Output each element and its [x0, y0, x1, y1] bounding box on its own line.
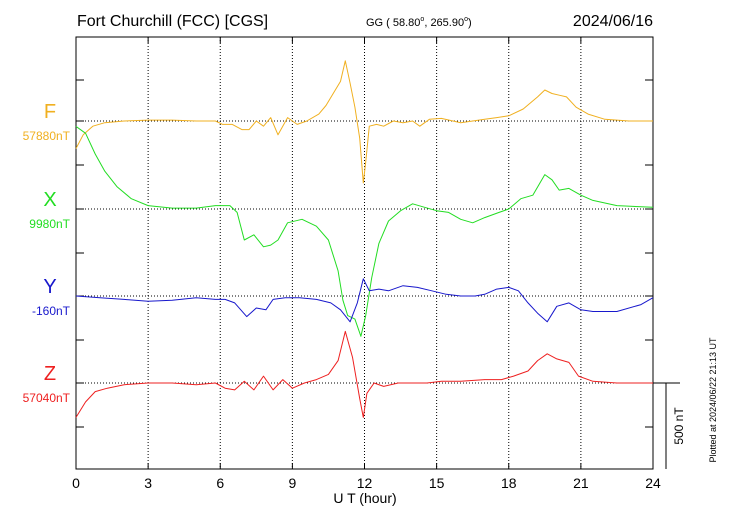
series-name-x: X: [43, 189, 56, 211]
station-title: Fort Churchill (FCC) [CGS]: [77, 13, 268, 30]
series-lines: [75, 60, 654, 418]
grid-lines: [76, 37, 653, 469]
x-axis-label: U T (hour): [333, 490, 396, 506]
series-labels: F 57880nT X 9980nT Y -160nT Z 57040nT: [23, 101, 71, 405]
axis-ticks: 0 3 6 9 12 15 18 21 24: [72, 37, 661, 491]
coords-mid: , 265.90: [424, 17, 464, 29]
x-tick-label: 6: [216, 475, 224, 491]
series-name-y: Y: [43, 276, 56, 298]
x-tick-label: 21: [573, 475, 589, 491]
x-tick-label: 12: [357, 475, 373, 491]
baseline-label-z: 57040nT: [23, 391, 71, 405]
coords-suffix: ): [468, 17, 472, 29]
x-tick-label: 24: [645, 475, 661, 491]
baseline-label-y: -160nT: [32, 304, 71, 318]
series-line-z: [75, 330, 653, 418]
x-tick-label: 9: [288, 475, 296, 491]
plotted-at-note: Plotted at 2024/06/22 21:13 UT: [708, 337, 718, 463]
series-name-z: Z: [44, 363, 56, 385]
degree-mark-lon: o: [464, 16, 468, 23]
series-line-x: [75, 125, 654, 337]
scale-bar-label: 500 nT: [672, 407, 686, 445]
x-tick-label: 18: [501, 475, 517, 491]
plot-date: 2024/06/16: [573, 13, 653, 30]
series-line-f: [75, 60, 653, 184]
series-line-y: [75, 278, 654, 323]
x-tick-label: 15: [429, 475, 445, 491]
coords-prefix: GG ( 58.80: [366, 17, 420, 29]
baseline-label-f: 57880nT: [23, 129, 71, 143]
baseline-label-x: 9980nT: [29, 217, 70, 231]
scale-bar: 500 nT: [653, 382, 686, 469]
series-name-f: F: [44, 101, 56, 123]
x-tick-label: 3: [144, 475, 152, 491]
x-tick-label: 0: [72, 475, 80, 491]
degree-mark-lat: o: [420, 16, 424, 23]
geo-coordinates: GG ( 58.80o, 265.90o): [366, 16, 472, 29]
